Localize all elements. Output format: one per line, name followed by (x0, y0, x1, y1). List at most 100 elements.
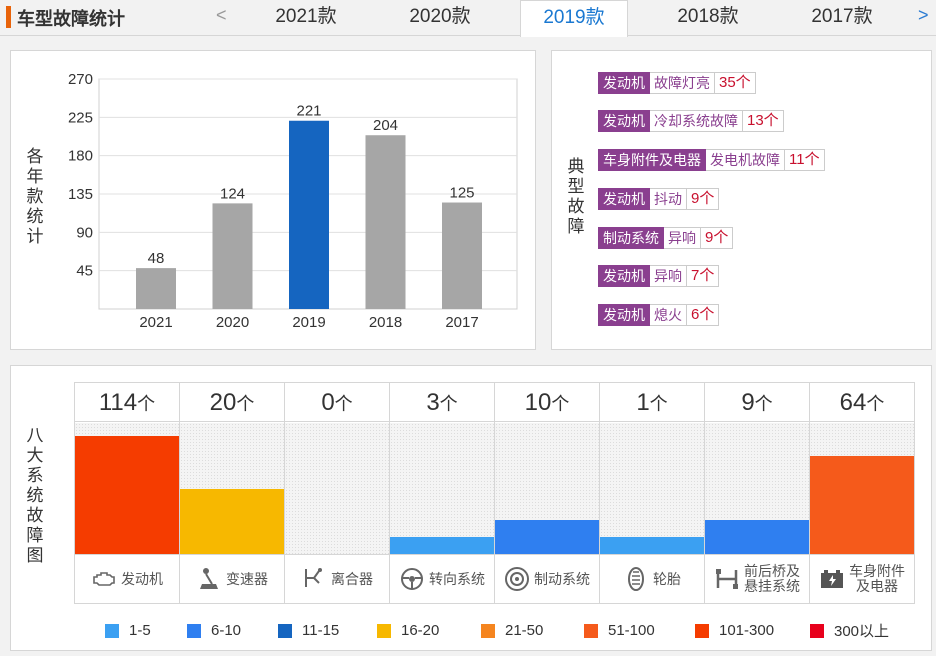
typical-faults-panel: 典 型 故 障 发动机 故障灯亮 35个 发动机 冷却系统故障 13个 车身附件… (551, 50, 932, 350)
system-label: 前后桥及 悬挂系统 (705, 554, 809, 604)
tire-icon (628, 567, 644, 591)
legend-item: 16-20 (377, 620, 481, 641)
fault-category: 制动系统 (598, 227, 664, 249)
system-column-brake[interactable]: 10个 制动系统 (495, 382, 600, 604)
system-bar-fill (75, 436, 179, 554)
fault-item[interactable]: 发动机 异响 7个 (598, 265, 720, 287)
system-bar-area (810, 423, 914, 554)
fault-category: 车身附件及电器 (598, 149, 706, 171)
system-bar-fill (180, 488, 284, 554)
fault-item[interactable]: 发动机 故障灯亮 35个 (598, 72, 756, 94)
system-bar-fill (390, 536, 494, 554)
system-count: 9个 (705, 382, 809, 422)
systems-panel: 八 大 系 统 故 障 图 114个 发动机 20个 变速器 0个 (10, 365, 932, 651)
system-bar-fill (600, 536, 704, 554)
fault-item[interactable]: 车身附件及电器 发电机故障 11个 (598, 149, 825, 171)
system-column-suspension[interactable]: 9个 前后桥及 悬挂系统 (705, 382, 810, 604)
system-column-steering[interactable]: 3个 转向系统 (390, 382, 495, 604)
tab-2019[interactable]: 2019款 (520, 0, 628, 37)
legend-swatch (105, 623, 119, 638)
tab-2021[interactable]: 2021款 (275, 6, 337, 27)
system-column-engine[interactable]: 114个 发动机 (75, 382, 180, 604)
fault-category: 发动机 (598, 188, 650, 210)
legend-item: 11-15 (278, 620, 377, 641)
bar (365, 135, 406, 309)
brake-disc-icon (505, 567, 529, 591)
fault-count: 9个 (701, 227, 734, 249)
x-tick-label: 2020 (216, 314, 249, 331)
systems-grid: 114个 发动机 20个 变速器 0个 离合器 (74, 382, 916, 604)
yearly-bar-chart: 270 225 180 135 90 45 48 2021 124 2020 221 2019 204 2… (68, 71, 518, 331)
x-tick-label: 2017 (445, 314, 478, 331)
system-column-body-electrics[interactable]: 64个 车身附件 及电器 (810, 382, 915, 604)
system-count: 3个 (390, 382, 494, 422)
fault-item[interactable]: 发动机 冷却系统故障 13个 (598, 110, 784, 132)
clutch-icon (305, 568, 322, 587)
fault-item[interactable]: 发动机 抖动 9个 (598, 188, 720, 210)
chevron-right-icon[interactable]: > (918, 5, 929, 25)
system-count: 1个 (600, 382, 704, 422)
systems-legend: 1-5 6-10 11-15 16-20 21-50 51-100 101-30… (105, 620, 910, 641)
legend-swatch (278, 623, 292, 638)
steering-wheel-icon (401, 568, 423, 590)
fault-category: 发动机 (598, 265, 650, 287)
y-tick-label: 135 (68, 186, 93, 203)
fault-name: 异响 (650, 265, 687, 287)
bar (442, 202, 482, 309)
yearly-chart-panel: 各 年 款 统 计 270 225 180 135 90 45 48 2021 124 2020 2… (10, 50, 536, 350)
system-bar-area (600, 423, 704, 554)
bar-value-label: 221 (296, 103, 321, 120)
legend-item: 51-100 (584, 620, 695, 641)
system-label: 离合器 (285, 554, 389, 604)
x-tick-label: 2019 (292, 314, 325, 331)
fault-category: 发动机 (598, 304, 650, 326)
fault-item[interactable]: 制动系统 异响 9个 (598, 227, 734, 249)
fault-name: 抖动 (650, 188, 687, 210)
tab-2020[interactable]: 2020款 (409, 6, 471, 27)
tab-2018[interactable]: 2018款 (677, 6, 739, 27)
system-label: 发动机 (75, 554, 179, 604)
legend-swatch (695, 623, 709, 638)
system-column-transmission[interactable]: 20个 变速器 (180, 382, 285, 604)
engine-icon (93, 572, 115, 586)
legend-item: 1-5 (105, 620, 187, 641)
bar-value-label: 125 (449, 185, 474, 202)
system-count: 10个 (495, 382, 599, 422)
legend-swatch (810, 623, 824, 638)
system-bar-fill (810, 455, 914, 554)
system-count: 0个 (285, 382, 389, 422)
system-bar-area (180, 423, 284, 554)
fault-name: 冷却系统故障 (650, 110, 743, 132)
y-tick-label: 45 (76, 263, 93, 280)
fault-count: 9个 (687, 188, 720, 210)
chevron-left-icon[interactable]: < (216, 5, 227, 25)
bar-value-label: 124 (220, 185, 245, 202)
system-label: 转向系统 (390, 554, 494, 604)
system-column-tire[interactable]: 1个 轮胎 (600, 382, 705, 604)
typical-faults-label: 典 型 故 障 (567, 157, 585, 236)
fault-category: 发动机 (598, 72, 650, 94)
yearly-chart-ylabel: 各 年 款 统 计 (26, 147, 44, 246)
system-bar-area (495, 423, 599, 554)
page-title: 车型故障统计 (17, 9, 125, 29)
bar-value-label: 48 (148, 250, 165, 267)
system-bar-area (705, 423, 809, 554)
fault-item[interactable]: 发动机 熄火 6个 (598, 304, 720, 326)
y-tick-label: 225 (68, 109, 93, 126)
legend-swatch (584, 623, 598, 638)
system-count: 114个 (75, 382, 179, 422)
fault-count: 13个 (743, 110, 784, 132)
x-tick-label: 2018 (369, 314, 402, 331)
bar-value-label: 204 (373, 117, 398, 134)
legend-swatch (481, 623, 495, 638)
tab-2017[interactable]: 2017款 (811, 6, 873, 27)
system-bar-fill (495, 519, 599, 554)
system-column-clutch[interactable]: 0个 离合器 (285, 382, 390, 604)
bar (136, 268, 176, 309)
fault-count: 35个 (715, 72, 756, 94)
fault-count: 7个 (687, 265, 720, 287)
system-count: 64个 (810, 382, 914, 422)
legend-swatch (187, 623, 201, 638)
legend-swatch (377, 623, 391, 638)
header: 车型故障统计 < 2021款 2020款 2019款 2018款 2017款 > (0, 0, 936, 37)
